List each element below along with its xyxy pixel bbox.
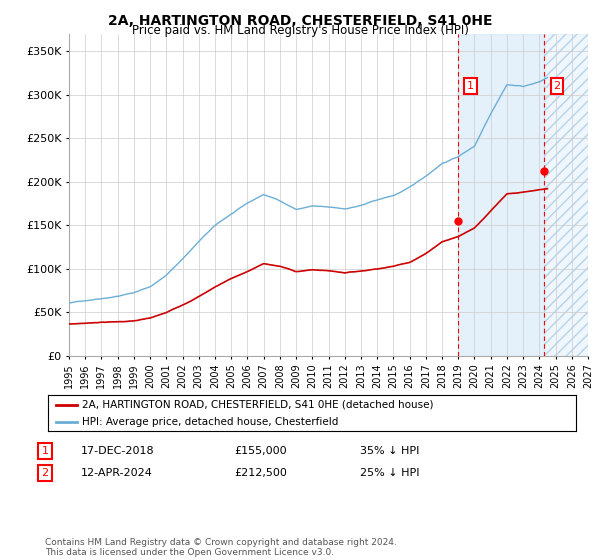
Bar xyxy=(544,34,588,356)
Text: 2A, HARTINGTON ROAD, CHESTERFIELD, S41 0HE (detached house): 2A, HARTINGTON ROAD, CHESTERFIELD, S41 0… xyxy=(82,400,434,410)
Text: HPI: Average price, detached house, Chesterfield: HPI: Average price, detached house, Ches… xyxy=(82,417,338,427)
Text: 1: 1 xyxy=(467,81,474,91)
Text: 17-DEC-2018: 17-DEC-2018 xyxy=(81,446,155,456)
Text: £155,000: £155,000 xyxy=(234,446,287,456)
Text: 35% ↓ HPI: 35% ↓ HPI xyxy=(360,446,419,456)
Text: 12-APR-2024: 12-APR-2024 xyxy=(81,468,153,478)
Text: 2: 2 xyxy=(553,81,560,91)
Text: Contains HM Land Registry data © Crown copyright and database right 2024.
This d: Contains HM Land Registry data © Crown c… xyxy=(45,538,397,557)
Bar xyxy=(544,34,588,356)
Text: Price paid vs. HM Land Registry's House Price Index (HPI): Price paid vs. HM Land Registry's House … xyxy=(131,24,469,37)
Text: 25% ↓ HPI: 25% ↓ HPI xyxy=(360,468,419,478)
Bar xyxy=(458,34,544,356)
Text: £212,500: £212,500 xyxy=(234,468,287,478)
Text: 2A, HARTINGTON ROAD, CHESTERFIELD, S41 0HE: 2A, HARTINGTON ROAD, CHESTERFIELD, S41 0… xyxy=(108,14,492,28)
Text: 2: 2 xyxy=(41,468,49,478)
Text: 1: 1 xyxy=(41,446,49,456)
